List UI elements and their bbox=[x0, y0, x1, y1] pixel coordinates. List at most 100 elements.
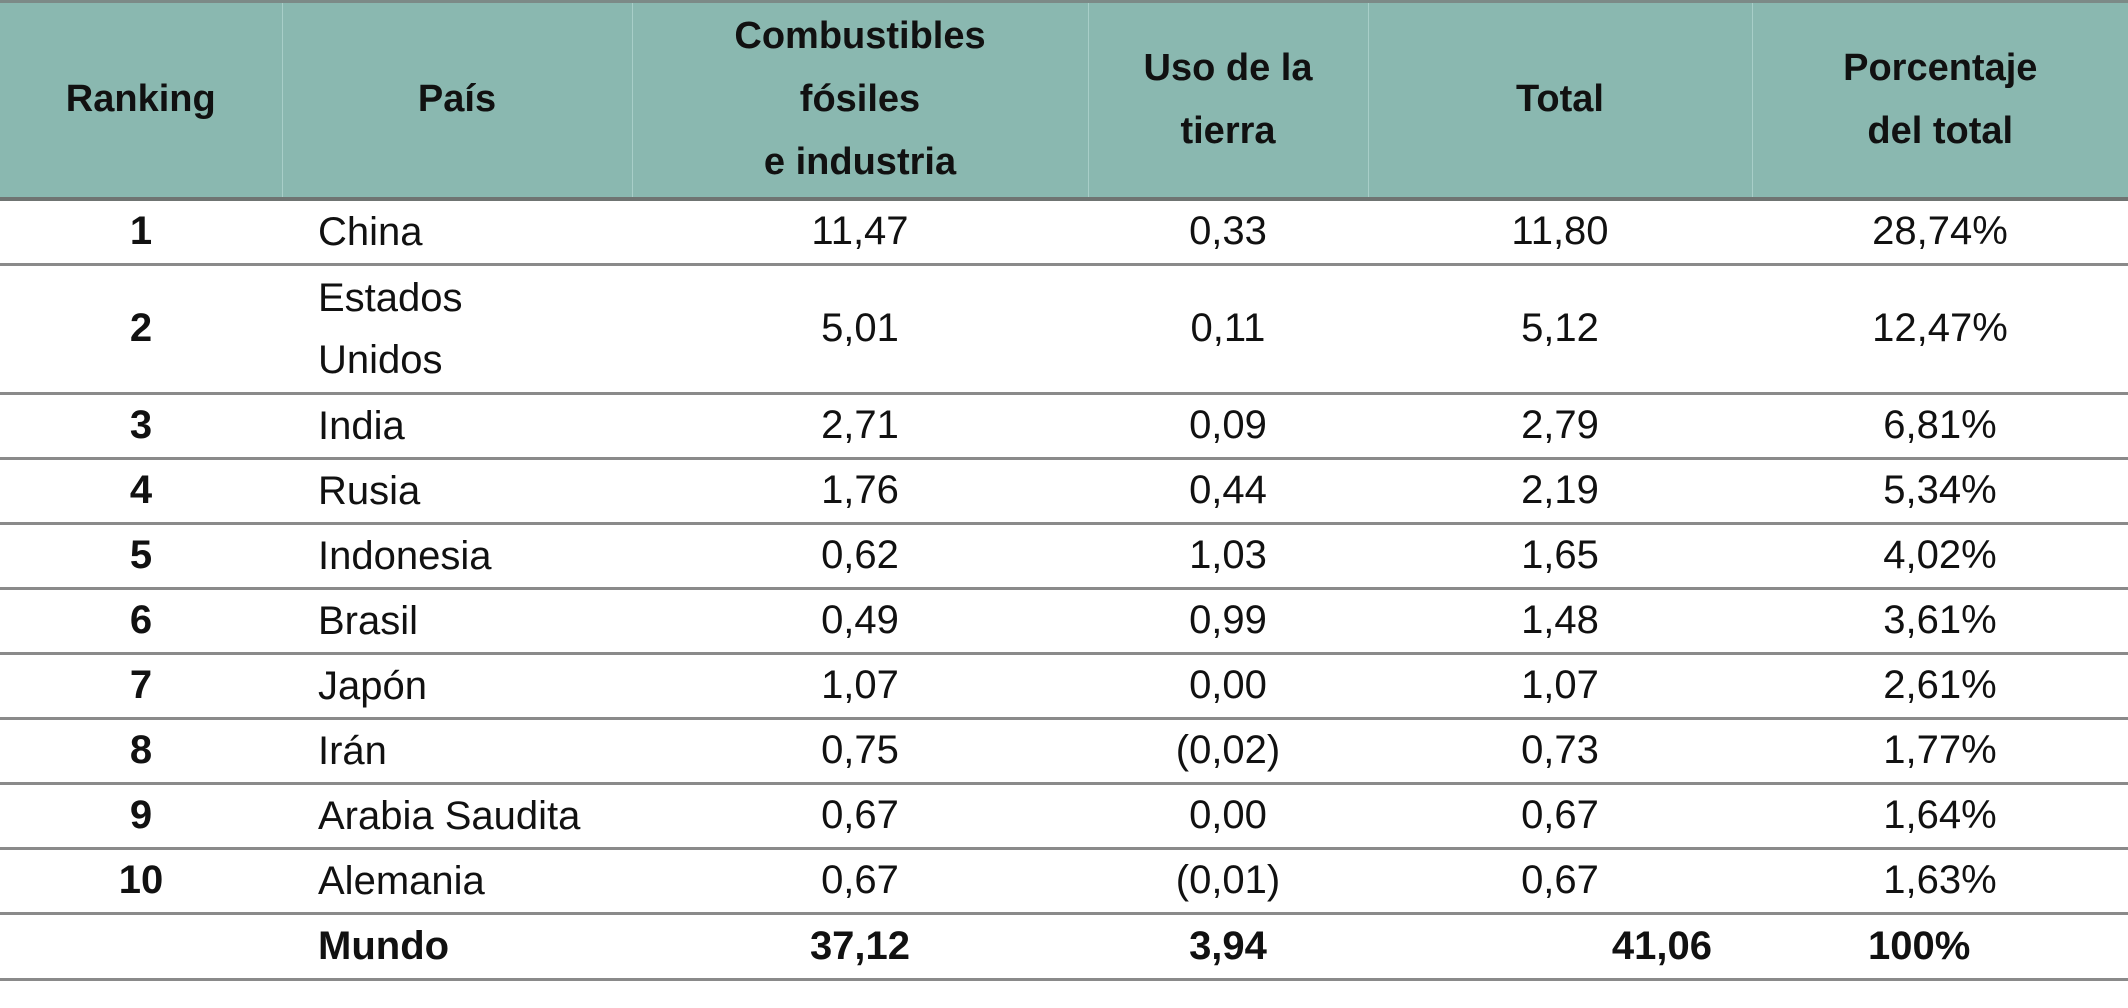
header-ranking-label: Ranking bbox=[65, 78, 216, 121]
table-row: 10 Alemania 0,67 (0,01) 0,67 1,63% bbox=[0, 848, 2128, 915]
country-cell: Rusia bbox=[282, 458, 632, 525]
uso-tierra-cell: (0,02) bbox=[1088, 718, 1368, 785]
header-uso-line-2: tierra bbox=[1180, 109, 1276, 152]
uso-tierra-cell: 0,11 bbox=[1088, 264, 1368, 395]
combustibles-cell: 11,47 bbox=[632, 198, 1088, 266]
rank-cell: 10 bbox=[0, 848, 282, 915]
country-name-line: Estados bbox=[318, 275, 463, 320]
uso-tierra-cell: 0,44 bbox=[1088, 458, 1368, 525]
uso-tierra-cell: 0,33 bbox=[1088, 198, 1368, 266]
header-combustibles-line-2: fósiles bbox=[799, 78, 921, 121]
header-combustibles-line-1: Combustibles bbox=[734, 15, 986, 58]
combustibles-cell: 1,76 bbox=[632, 458, 1088, 525]
combustibles-cell: 2,71 bbox=[632, 393, 1088, 460]
table-header: Ranking País Combustibles fósiles e indu… bbox=[0, 0, 2128, 201]
porcentaje-cell: 4,02% bbox=[1752, 523, 2128, 590]
table-row: 4 Rusia 1,76 0,44 2,19 5,34% bbox=[0, 458, 2128, 525]
world-porcentaje-cell: 100% bbox=[1752, 913, 2128, 981]
country-name-line: Arabia Saudita bbox=[318, 793, 581, 838]
header-total-label: Total bbox=[1516, 78, 1604, 121]
combustibles-cell: 0,49 bbox=[632, 588, 1088, 655]
country-name-line: Unidos bbox=[318, 337, 443, 382]
total-cell: 1,07 bbox=[1368, 653, 1752, 720]
world-total-row: Mundo 37,12 3,94 41,06 100% bbox=[0, 913, 2128, 981]
porcentaje-cell: 6,81% bbox=[1752, 393, 2128, 460]
country-name-line: Japón bbox=[318, 663, 427, 708]
uso-tierra-cell: 1,03 bbox=[1088, 523, 1368, 590]
country-name-line: Rusia bbox=[318, 468, 421, 513]
uso-tierra-cell: 0,99 bbox=[1088, 588, 1368, 655]
porcentaje-cell: 28,74% bbox=[1752, 198, 2128, 266]
table-body: 1 China 11,47 0,33 11,80 28,74% 2 Estados Unidos… bbox=[0, 198, 2128, 981]
header-row: Ranking País Combustibles fósiles e indu… bbox=[0, 0, 2128, 201]
combustibles-cell: 0,62 bbox=[632, 523, 1088, 590]
porcentaje-cell: 2,61% bbox=[1752, 653, 2128, 720]
table-row: 5 Indonesia 0,62 1,03 1,65 4,02% bbox=[0, 523, 2128, 590]
country-cell: China bbox=[282, 198, 632, 266]
porcentaje-cell: 3,61% bbox=[1752, 588, 2128, 655]
total-cell: 5,12 bbox=[1368, 264, 1752, 395]
total-cell: 11,80 bbox=[1368, 198, 1752, 266]
header-combustibles-line-3: e industria bbox=[763, 141, 957, 184]
uso-tierra-cell: 0,00 bbox=[1088, 783, 1368, 850]
total-cell: 0,67 bbox=[1368, 848, 1752, 915]
porcentaje-cell: 1,63% bbox=[1752, 848, 2128, 915]
rank-cell: 5 bbox=[0, 523, 282, 590]
porcentaje-cell: 1,77% bbox=[1752, 718, 2128, 785]
world-label-cell: Mundo bbox=[282, 913, 632, 981]
header-pais-label: País bbox=[417, 78, 497, 121]
total-cell: 0,73 bbox=[1368, 718, 1752, 785]
combustibles-cell: 0,75 bbox=[632, 718, 1088, 785]
total-cell: 1,48 bbox=[1368, 588, 1752, 655]
rank-cell: 9 bbox=[0, 783, 282, 850]
porcentaje-cell: 5,34% bbox=[1752, 458, 2128, 525]
combustibles-cell: 0,67 bbox=[632, 848, 1088, 915]
rank-cell: 8 bbox=[0, 718, 282, 785]
header-ranking: Ranking bbox=[0, 0, 283, 201]
uso-tierra-cell: 0,00 bbox=[1088, 653, 1368, 720]
country-cell: Indonesia bbox=[282, 523, 632, 590]
combustibles-cell: 1,07 bbox=[632, 653, 1088, 720]
country-cell: Irán bbox=[282, 718, 632, 785]
rank-cell: 1 bbox=[0, 198, 282, 266]
total-cell: 2,19 bbox=[1368, 458, 1752, 525]
country-name-line: Indonesia bbox=[318, 533, 492, 578]
rank-cell: 7 bbox=[0, 653, 282, 720]
header-porcentaje-line-1: Porcentaje bbox=[1843, 46, 2038, 89]
country-cell: Arabia Saudita bbox=[282, 783, 632, 850]
table-row: 8 Irán 0,75 (0,02) 0,73 1,77% bbox=[0, 718, 2128, 785]
country-cell: India bbox=[282, 393, 632, 460]
header-porcentaje: Porcentaje del total bbox=[1752, 0, 2128, 201]
uso-tierra-cell: (0,01) bbox=[1088, 848, 1368, 915]
world-combustibles-cell: 37,12 bbox=[632, 913, 1088, 981]
country-name-line: Brasil bbox=[318, 598, 419, 643]
world-rank-cell bbox=[0, 913, 282, 981]
country-name-line: Alemania bbox=[318, 858, 485, 903]
country-cell: Brasil bbox=[282, 588, 632, 655]
header-total: Total bbox=[1368, 0, 1753, 201]
total-cell: 2,79 bbox=[1368, 393, 1752, 460]
country-cell: Estados Unidos bbox=[282, 264, 632, 395]
uso-tierra-cell: 0,09 bbox=[1088, 393, 1368, 460]
table-row: 6 Brasil 0,49 0,99 1,48 3,61% bbox=[0, 588, 2128, 655]
table-row: 1 China 11,47 0,33 11,80 28,74% bbox=[0, 198, 2128, 266]
porcentaje-cell: 12,47% bbox=[1752, 264, 2128, 395]
table-row: 9 Arabia Saudita 0,67 0,00 0,67 1,64% bbox=[0, 783, 2128, 850]
combustibles-cell: 5,01 bbox=[632, 264, 1088, 395]
header-pais: País bbox=[282, 0, 633, 201]
header-porcentaje-line-2: del total bbox=[1867, 109, 2014, 152]
porcentaje-cell: 1,64% bbox=[1752, 783, 2128, 850]
total-cell: 0,67 bbox=[1368, 783, 1752, 850]
table-row: 2 Estados Unidos 5,01 0,11 5,12 12,47% bbox=[0, 264, 2128, 395]
header-uso-tierra: Uso de la tierra bbox=[1088, 0, 1369, 201]
country-name-line: Irán bbox=[318, 728, 387, 773]
rank-cell: 3 bbox=[0, 393, 282, 460]
emissions-ranking-table: Ranking País Combustibles fósiles e indu… bbox=[0, 0, 2128, 981]
rank-cell: 4 bbox=[0, 458, 282, 525]
country-cell: Alemania bbox=[282, 848, 632, 915]
table-row: 7 Japón 1,07 0,00 1,07 2,61% bbox=[0, 653, 2128, 720]
country-name-line: India bbox=[318, 403, 405, 448]
header-combustibles: Combustibles fósiles e industria bbox=[632, 0, 1089, 201]
combustibles-cell: 0,67 bbox=[632, 783, 1088, 850]
